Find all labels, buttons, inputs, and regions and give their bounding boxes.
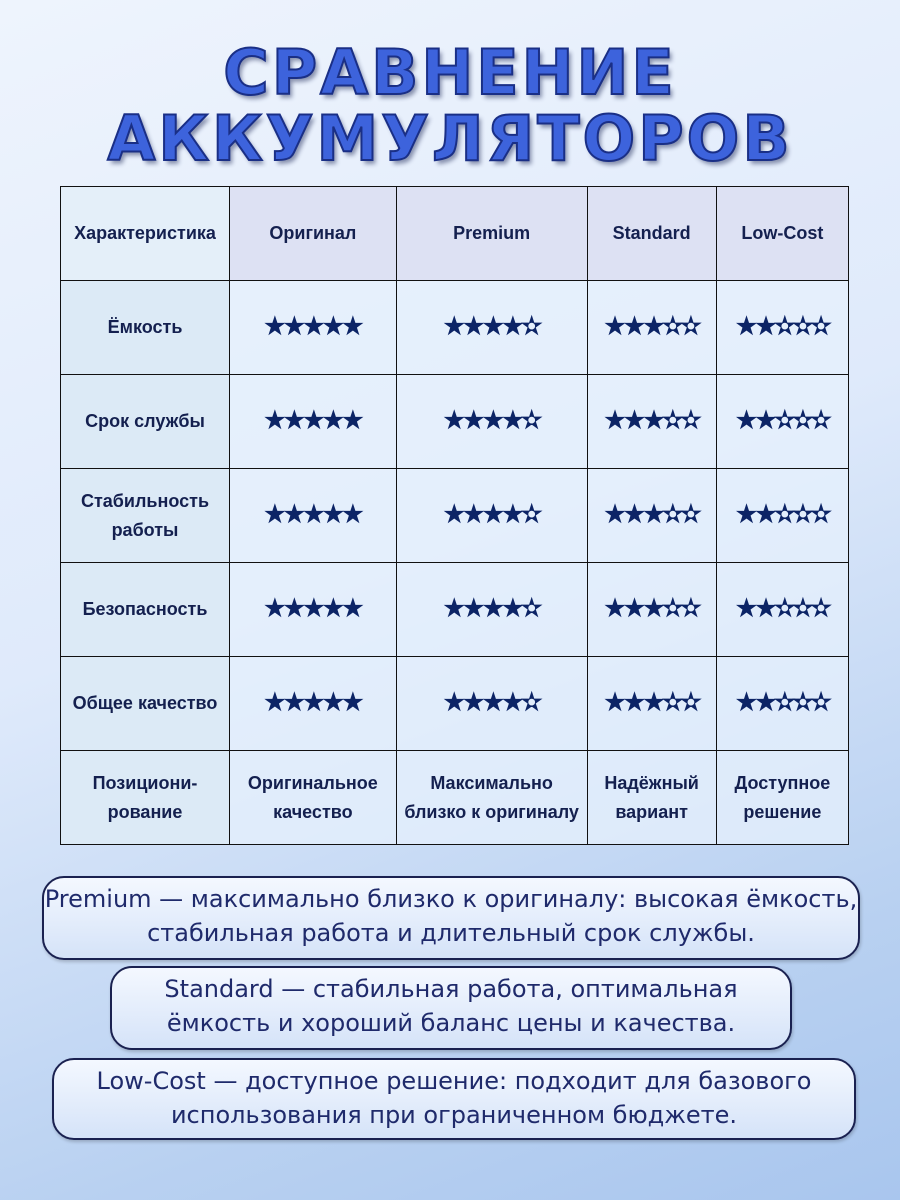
stars-icon: ★★★★✫ xyxy=(443,595,542,622)
table-row: Срок службы ★★★★★ ★★★★✫ ★★★✫✫ ★★✫✫✫ xyxy=(60,374,850,469)
stars-icon: ★★★✫✫ xyxy=(604,689,701,716)
stars-icon: ★★★★★ xyxy=(264,501,364,528)
star-rating: ★★★★★ xyxy=(229,562,397,657)
stars-icon: ★★★★✫ xyxy=(443,501,542,528)
column-header: Standard xyxy=(586,186,717,281)
star-rating: ★★★★✫ xyxy=(395,562,588,657)
stars-icon: ★★★✫✫ xyxy=(604,595,701,622)
note-lowcost: Low-Cost — доступное решение: подходит д… xyxy=(52,1058,856,1140)
star-rating: ★★★✫✫ xyxy=(586,562,717,657)
star-rating: ★★✫✫✫ xyxy=(715,280,850,375)
comparison-table: Характеристика Оригинал Premium Standard Low… xyxy=(60,186,850,845)
position-cell: Оригинальное качество xyxy=(229,750,397,845)
stars-icon: ★★★✫✫ xyxy=(604,407,701,434)
table-row: Общее качество ★★★★★ ★★★★✫ ★★★✫✫ ★★✫✫✫ xyxy=(60,656,850,751)
star-rating: ★★★★★ xyxy=(229,656,397,751)
star-rating: ★★★★★ xyxy=(229,374,397,469)
stars-icon: ★★★★★ xyxy=(264,689,364,716)
column-header: Premium xyxy=(395,186,588,281)
row-label: Безопасность xyxy=(60,562,230,657)
page-title: СРАВНЕНИЕ АККУМУЛЯТОРОВ xyxy=(0,36,900,175)
star-rating: ★★✫✫✫ xyxy=(715,656,850,751)
header-row: Характеристика Оригинал Premium Standard Low… xyxy=(60,186,850,281)
stars-icon: ★★★✫✫ xyxy=(604,501,701,528)
position-cell: Надёжный вариант xyxy=(586,750,717,845)
stars-icon: ★★★✫✫ xyxy=(604,313,701,340)
row-label: Ёмкость xyxy=(60,280,230,375)
star-rating: ★★★✫✫ xyxy=(586,280,717,375)
stars-icon: ★★★★✫ xyxy=(443,407,542,434)
star-rating: ★★★★★ xyxy=(229,280,397,375)
star-rating: ★★✫✫✫ xyxy=(715,468,850,563)
table-row: Стабильность работы ★★★★★ ★★★★✫ ★★★✫✫ ★★✫✫✫ xyxy=(60,468,850,563)
position-cell: Доступное решение xyxy=(715,750,850,845)
star-rating: ★★★★✫ xyxy=(395,656,588,751)
stars-icon: ★★★★✫ xyxy=(443,689,542,716)
row-label: Позициони-рование xyxy=(60,750,230,845)
table-row: Безопасность ★★★★★ ★★★★✫ ★★★✫✫ ★★✫✫✫ xyxy=(60,562,850,657)
stars-icon: ★★✫✫✫ xyxy=(735,501,831,528)
stars-icon: ★★★★✫ xyxy=(443,313,542,340)
stars-icon: ★★★★★ xyxy=(264,313,364,340)
table-row: Позициони-рование Оригинальное качество Ма… xyxy=(60,750,850,845)
row-label: Стабильность работы xyxy=(60,468,230,563)
note-premium: Premium — максимально близко к оригиналу… xyxy=(42,876,860,960)
column-header: Оригинал xyxy=(229,186,397,281)
row-label: Общее качество xyxy=(60,656,230,751)
stars-icon: ★★★★★ xyxy=(264,595,364,622)
stars-icon: ★★✫✫✫ xyxy=(735,689,831,716)
stars-icon: ★★✫✫✫ xyxy=(735,313,831,340)
title-line-1: СРАВНЕНИЕ xyxy=(222,36,677,109)
note-standard: Standard — стабильная работа, оптимальна… xyxy=(110,966,792,1050)
star-rating: ★★★✫✫ xyxy=(586,374,717,469)
position-cell: Максимально близко к оригиналу xyxy=(395,750,588,845)
column-header: Low-Cost xyxy=(715,186,850,281)
stars-icon: ★★✫✫✫ xyxy=(735,595,831,622)
star-rating: ★★★★★ xyxy=(229,468,397,563)
star-rating: ★★★★✫ xyxy=(395,280,588,375)
star-rating: ★★★✫✫ xyxy=(586,468,717,563)
row-label: Срок службы xyxy=(60,374,230,469)
title-line-2: АККУМУЛЯТОРОВ xyxy=(106,102,793,175)
star-rating: ★★★✫✫ xyxy=(586,656,717,751)
star-rating: ★★★★✫ xyxy=(395,468,588,563)
star-rating: ★★✫✫✫ xyxy=(715,374,850,469)
stars-icon: ★★★★★ xyxy=(264,407,364,434)
star-rating: ★★✫✫✫ xyxy=(715,562,850,657)
table-row: Ёмкость ★★★★★ ★★★★✫ ★★★✫✫ ★★✫✫✫ xyxy=(60,280,850,375)
stars-icon: ★★✫✫✫ xyxy=(735,407,831,434)
star-rating: ★★★★✫ xyxy=(395,374,588,469)
column-header: Характеристика xyxy=(60,186,230,281)
